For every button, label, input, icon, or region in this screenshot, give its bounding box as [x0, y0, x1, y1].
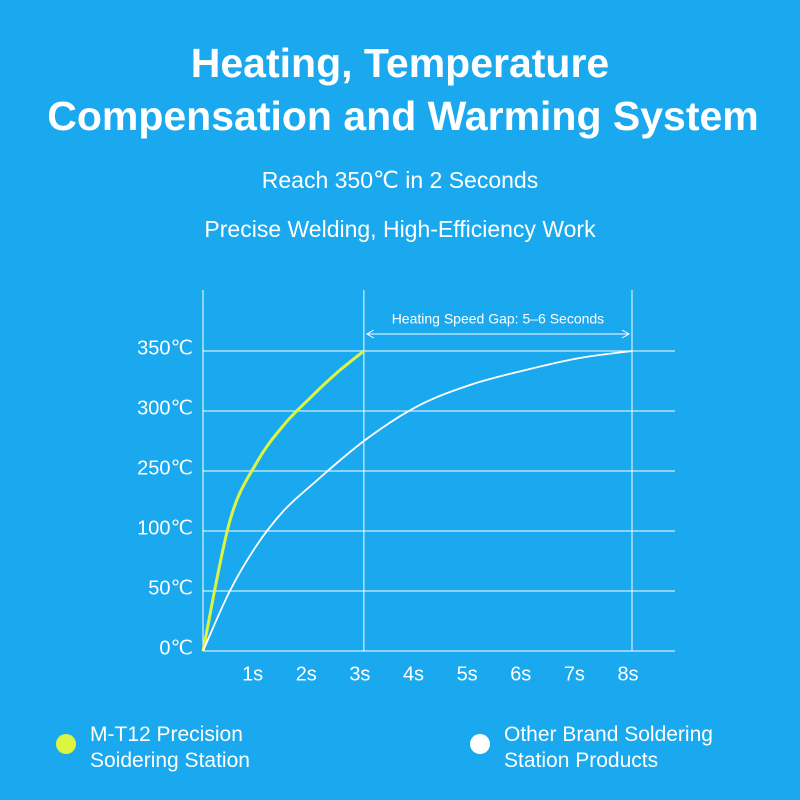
x-tick-label: 3s [349, 663, 370, 685]
legend-item: M-T12 Precision Soidering Station [56, 722, 290, 774]
x-tick-label: 1s [242, 663, 263, 685]
y-tick-label: 0℃ [159, 637, 193, 659]
legend-label: M-T12 Precision Soidering Station [90, 723, 250, 772]
y-tick-label: 100℃ [137, 517, 193, 539]
y-tick-label: 250℃ [137, 457, 193, 479]
legend-label: Other Brand Soldering Station Products [504, 723, 713, 772]
x-tick-label: 8s [617, 663, 638, 685]
arrow-head [621, 329, 631, 339]
title-line: Compensation and Warming System [47, 93, 759, 139]
y-tick-label: 350℃ [137, 337, 193, 359]
x-tick-label: 7s [564, 663, 585, 685]
series-line [201, 349, 365, 652]
x-tick-label: 4s [403, 663, 424, 685]
subtitle: Reach 350℃ in 2 Seconds [262, 167, 538, 193]
subtitle: Precise Welding, High-Efficiency Work [204, 216, 596, 242]
legend-dot [56, 734, 76, 754]
annotation: Heating Speed Gap: 5–6 Seconds [392, 311, 605, 327]
x-tick-label: 2s [296, 663, 317, 685]
arrow-head [365, 329, 375, 339]
y-tick-label: 300℃ [137, 397, 193, 419]
x-tick-label: 5s [457, 663, 478, 685]
y-tick-label: 50℃ [148, 577, 193, 599]
x-tick-label: 6s [510, 663, 531, 685]
legend-dot [470, 734, 490, 754]
title-line: Heating, Temperature [191, 40, 609, 86]
series-line [202, 350, 633, 652]
legend-item: Other Brand Soldering Station Products [470, 722, 749, 774]
annotation-bg [372, 310, 623, 330]
